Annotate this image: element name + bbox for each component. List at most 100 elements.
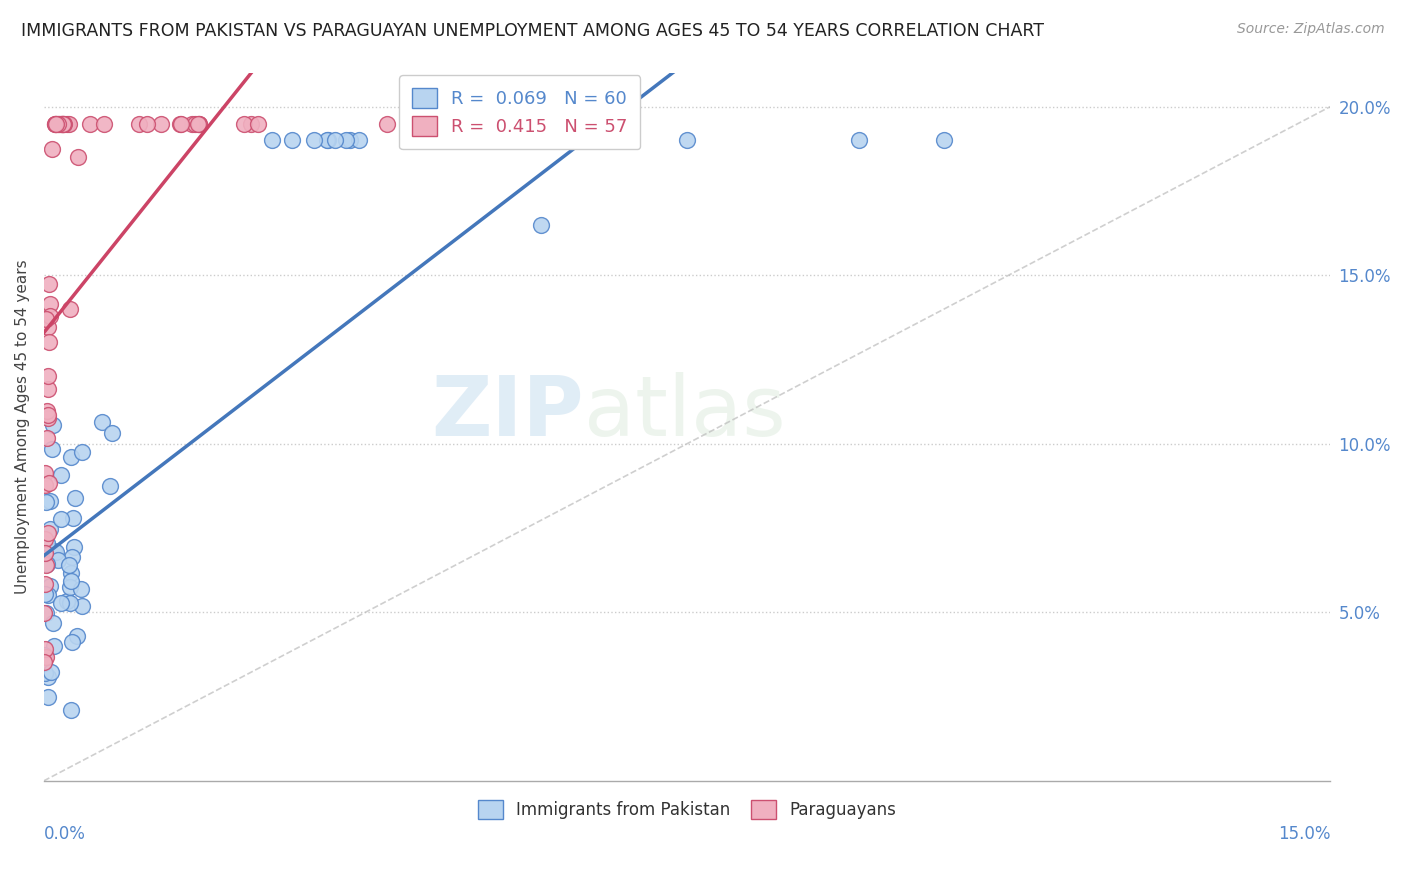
Point — [181, 116, 204, 130]
Point — [67, 150, 90, 164]
Point — [32, 648, 55, 663]
Point — [239, 116, 262, 130]
Point — [70, 599, 93, 613]
Point — [38, 296, 60, 310]
Point — [49, 468, 72, 483]
Point — [335, 133, 357, 147]
Point — [37, 589, 59, 603]
Point — [41, 442, 63, 457]
Point — [35, 558, 58, 572]
Point — [42, 418, 65, 433]
Point — [37, 670, 59, 684]
Point — [247, 116, 270, 130]
Point — [169, 116, 191, 130]
Point — [34, 656, 56, 670]
Point — [262, 133, 284, 147]
Point — [51, 116, 73, 130]
Point — [51, 116, 73, 130]
Text: atlas: atlas — [583, 372, 786, 453]
Point — [79, 116, 101, 130]
Point — [49, 596, 72, 610]
Point — [39, 494, 62, 508]
Point — [98, 478, 121, 492]
Point — [60, 550, 83, 565]
Point — [44, 116, 66, 130]
Point — [848, 133, 870, 147]
Point — [46, 553, 69, 567]
Point — [53, 116, 76, 130]
Point — [34, 607, 56, 621]
Point — [150, 116, 173, 130]
Point — [34, 641, 56, 656]
Point — [34, 656, 56, 670]
Point — [59, 703, 82, 717]
Point — [46, 116, 69, 130]
Point — [37, 535, 59, 549]
Point — [232, 116, 254, 130]
Point — [59, 596, 82, 610]
Point — [38, 475, 60, 490]
Point — [187, 116, 209, 130]
Point — [59, 450, 82, 464]
Point — [55, 594, 77, 608]
Point — [60, 574, 83, 589]
Point — [39, 665, 62, 680]
Point — [34, 577, 56, 591]
Point — [66, 629, 89, 643]
Point — [60, 566, 83, 580]
Point — [93, 116, 115, 130]
Point — [38, 579, 60, 593]
Point — [135, 116, 157, 130]
Point — [591, 133, 613, 147]
Point — [56, 116, 79, 130]
Point — [37, 408, 59, 422]
Point — [70, 445, 93, 459]
Y-axis label: Unemployment Among Ages 45 to 54 years: Unemployment Among Ages 45 to 54 years — [15, 260, 30, 594]
Point — [58, 558, 80, 573]
Point — [62, 510, 84, 524]
Point — [45, 544, 67, 558]
Point — [934, 133, 956, 147]
Point — [34, 546, 56, 560]
Point — [302, 133, 325, 147]
Text: 0.0%: 0.0% — [44, 824, 86, 843]
Point — [37, 525, 59, 540]
Point — [38, 277, 60, 291]
Point — [59, 580, 82, 594]
Point — [48, 116, 70, 130]
Point — [170, 116, 193, 130]
Point — [32, 606, 55, 620]
Point — [375, 116, 398, 130]
Point — [59, 301, 82, 316]
Point — [34, 466, 56, 480]
Point — [35, 431, 58, 445]
Point — [42, 543, 65, 558]
Point — [541, 133, 564, 147]
Point — [34, 478, 56, 492]
Point — [34, 587, 56, 601]
Point — [316, 133, 339, 147]
Point — [60, 634, 83, 648]
Point — [184, 116, 207, 130]
Point — [63, 491, 86, 506]
Point — [34, 666, 56, 681]
Point — [63, 540, 86, 554]
Point — [52, 116, 75, 130]
Point — [37, 411, 59, 425]
Point — [35, 403, 58, 417]
Point — [128, 116, 150, 130]
Point — [37, 382, 59, 396]
Text: 15.0%: 15.0% — [1278, 824, 1330, 843]
Point — [281, 133, 304, 147]
Point — [39, 522, 62, 536]
Point — [187, 116, 209, 130]
Point — [91, 415, 114, 429]
Point — [34, 650, 56, 665]
Point — [100, 426, 122, 441]
Point — [45, 116, 67, 130]
Point — [530, 218, 553, 232]
Point — [51, 116, 73, 130]
Point — [58, 116, 80, 130]
Point — [44, 639, 66, 653]
Text: IMMIGRANTS FROM PAKISTAN VS PARAGUAYAN UNEMPLOYMENT AMONG AGES 45 TO 54 YEARS CO: IMMIGRANTS FROM PAKISTAN VS PARAGUAYAN U… — [21, 22, 1045, 40]
